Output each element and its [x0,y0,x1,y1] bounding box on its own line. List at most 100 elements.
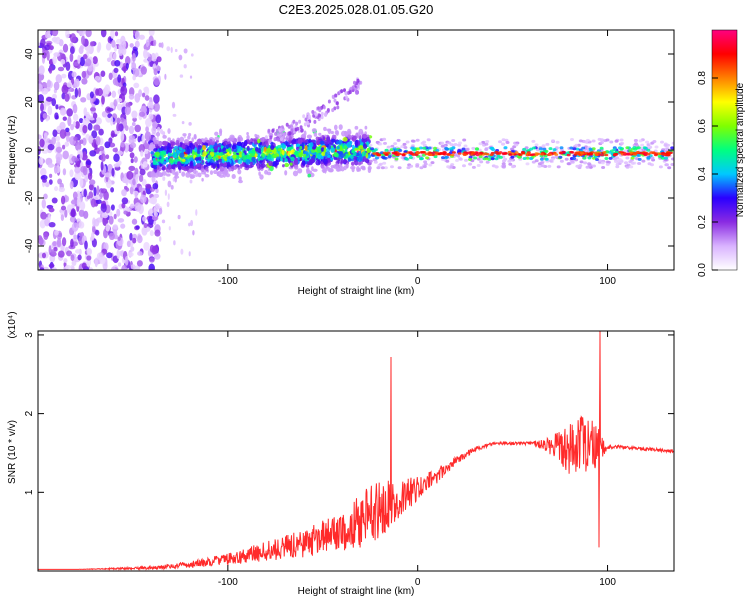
spectrogram-cell [267,128,271,133]
spectrogram-cell [79,177,84,188]
spectrogram-cell [48,58,54,66]
spectrogram-cell [189,161,193,167]
spectrogram-cell [468,155,473,159]
spectrogram-cell [305,151,309,157]
spectrogram-cell [134,40,140,48]
spectrogram-cell [51,267,57,270]
spectrogram-cell [588,147,593,151]
spectrogram-cell [357,167,361,172]
tick-label: 0 [24,147,35,153]
spectrogram-cell [522,147,527,151]
spectrogram-cell [171,164,176,170]
spectrogram-cell [617,158,622,161]
spectrogram-cell [478,142,483,146]
spectrogram-cell [476,164,481,167]
spectrogram-cell [153,102,160,112]
spectrogram-cell [129,142,137,149]
spectrogram-cell [396,138,401,142]
spectrogram-cell [354,89,359,95]
spectrogram-cell [320,111,324,116]
spectrogram-cell [362,143,368,149]
spectrogram-cell [74,171,81,181]
spectrogram-cell [123,65,127,74]
spectrogram-cell [89,150,97,157]
spectrogram-cell [135,225,140,230]
spectrogram-cell [614,139,619,143]
spectrogram-cell [194,157,200,161]
spectrogram-cell [111,167,115,177]
spectrogram-cell [312,146,316,150]
spectrogram-cell [348,90,352,95]
spectrogram-cell [55,146,63,153]
spectrogram-cell [510,155,515,159]
spectrogram-cell [196,149,201,155]
spectrogram-cell [151,121,158,129]
spectrogram-cell [61,73,67,79]
spectrogram-cell [614,150,619,154]
spectrogram-cell [394,157,399,161]
spectrogram-cell [468,158,472,161]
spectrogram-cell [498,140,502,144]
spectrogram-cell [419,166,424,170]
spectrogram-cell [237,136,241,143]
spectrogram-cell [657,154,662,158]
spectrogram-cell [409,164,414,168]
spectrogram-cell [100,30,107,38]
spectrogram-cell [197,153,201,157]
spectrogram-cell [449,165,453,169]
spectrogram-cell [663,143,668,147]
spectrogram-cell [108,137,113,144]
spectrogram-cell [328,142,334,146]
spectrogram-cell [640,143,645,147]
spectrogram-cell [83,107,88,116]
spectrogram-cell [446,153,451,156]
spectrogram-cell [433,146,437,150]
spectrogram-cell [67,116,72,127]
spectrogram-cell [170,46,173,53]
spectrogram-cell [64,93,70,102]
spectrogram-cell [153,68,158,76]
spectrogram-cell [428,153,433,156]
spectrogram-cell [272,154,278,158]
spectrogram-cell [559,146,564,150]
spectrogram-cell [301,133,306,139]
spectrogram-cell [306,121,310,125]
spectrogram-cell [322,105,326,110]
spectrogram-cell [230,165,235,172]
spectrogram-cell [131,218,138,225]
spectrogram-cell [116,103,123,111]
spectrogram-cell [245,159,251,165]
spectrogram-cell [615,165,620,169]
spectrogram-cell [313,132,318,137]
spectrogram-cell [113,99,118,107]
spectrogram-cell [60,214,65,222]
spectrogram-cell [42,266,49,270]
spectrogram-cell [335,101,339,106]
spectrogram-cell [393,142,398,146]
spectrogram-cell [183,64,187,69]
spectrogram-cell [441,156,445,160]
spectrogram-cell [347,130,352,135]
spectrogram-cell [307,173,312,178]
spectrogram-cell [503,157,508,161]
spectrogram-cell [154,140,160,145]
spectrogram-cell [79,56,85,67]
spectrogram-cell [161,170,167,176]
spectrogram-cell [660,140,664,144]
spectrogram-cell [554,155,559,159]
spectrogram-cell [331,108,335,113]
spectrogram-cell [476,157,481,161]
spectrogram-cell [167,153,173,157]
spectrogram-cell [618,146,622,150]
tick-label: 0.4 [697,167,708,181]
spectrogram-cell [539,157,544,161]
spectrogram-cell [353,152,357,156]
spectrogram-cell [471,165,476,169]
spectrogram-cell [86,255,92,261]
spectrogram-cell [89,97,94,104]
spectrogram-cell [258,171,261,176]
spectrogram-cell [82,151,87,158]
spectrogram-cell [446,165,451,169]
spectrogram-cell [145,183,152,189]
spectrogram-cell [653,153,658,157]
